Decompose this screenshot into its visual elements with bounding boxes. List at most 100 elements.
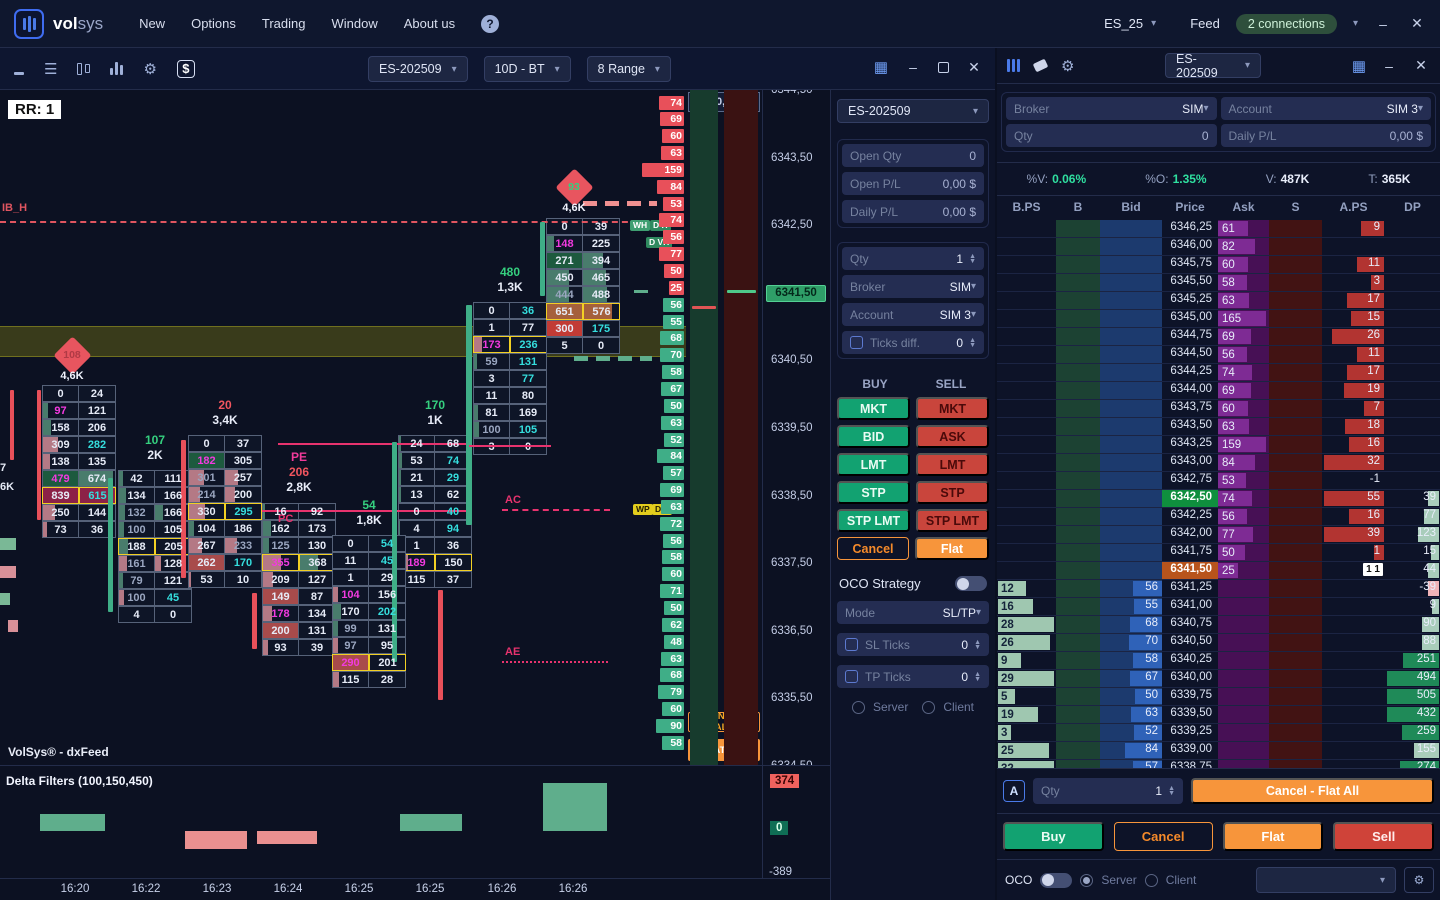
tp-ticks-stepper[interactable]: ▲ ▼	[974, 670, 981, 683]
bid-cell[interactable]	[1100, 274, 1162, 291]
sell-column-cell[interactable]	[1269, 634, 1322, 651]
list-icon[interactable]	[14, 62, 24, 75]
ask-cell[interactable]: 56	[1218, 508, 1269, 525]
dom-close-button[interactable]: ✕	[1415, 57, 1427, 73]
client-radio[interactable]	[922, 700, 936, 714]
sell-mkt-button[interactable]: MKT	[916, 397, 989, 420]
eraser-icon[interactable]	[1032, 58, 1049, 73]
sell-lmt-button[interactable]: LMT	[916, 453, 989, 476]
dom-account-dropdown[interactable]: Account SIM 3 ▾	[1220, 97, 1431, 120]
sell-column-cell[interactable]	[1269, 526, 1322, 543]
buy-column-cell[interactable]	[1056, 688, 1100, 705]
sell-stp-lmt-button[interactable]: STP LMT	[916, 509, 989, 532]
buy-column-cell[interactable]	[1056, 526, 1100, 543]
bid-cell[interactable]	[1100, 562, 1162, 579]
ask-cell[interactable]: 60	[1218, 400, 1269, 417]
bid-cell[interactable]	[1100, 238, 1162, 255]
sl-ticks-checkbox[interactable]	[845, 638, 858, 651]
ask-cell[interactable]	[1218, 598, 1269, 615]
bid-cell[interactable]: 70	[1100, 634, 1162, 651]
ask-cell[interactable]: 74	[1218, 490, 1269, 507]
sell-column-cell[interactable]	[1269, 436, 1322, 453]
ask-cell[interactable]: 159	[1218, 436, 1269, 453]
menu-lines-icon[interactable]: ☰	[44, 60, 58, 78]
ask-cell[interactable]: 82	[1218, 238, 1269, 255]
help-icon[interactable]: ?	[481, 14, 500, 33]
bar-chart-icon[interactable]	[110, 62, 124, 75]
ask-cell[interactable]: 58	[1218, 274, 1269, 291]
server-radio[interactable]	[1080, 873, 1094, 887]
qty-stepper[interactable]: ▲ ▼	[969, 252, 976, 265]
timeframe-dropdown[interactable]: 10D - BT ▾	[483, 56, 571, 82]
ask-cell[interactable]: 165	[1218, 310, 1269, 327]
ticks-diff-stepper[interactable]: ▲ ▼	[969, 336, 976, 349]
ticks-diff-checkbox[interactable]	[850, 336, 863, 349]
sell-column-cell[interactable]	[1269, 760, 1322, 768]
buy-column-cell[interactable]	[1056, 400, 1100, 417]
mode-dropdown[interactable]: Mode SL/TP ▾	[837, 601, 989, 624]
buy-mkt-button[interactable]: MKT	[837, 397, 910, 420]
bid-cell[interactable]: 67	[1100, 670, 1162, 687]
account-dropdown[interactable]: Account SIM 3 ▾	[842, 303, 984, 326]
chart-close-button[interactable]: ✕	[968, 58, 980, 75]
ask-cell[interactable]	[1218, 652, 1269, 669]
buy-column-cell[interactable]	[1056, 382, 1100, 399]
ask-cell[interactable]: 60	[1218, 256, 1269, 273]
menu-item-window[interactable]: Window	[331, 16, 378, 31]
bid-cell[interactable]: 58	[1100, 652, 1162, 669]
sell-column-cell[interactable]	[1269, 598, 1322, 615]
sell-column-cell[interactable]	[1269, 364, 1322, 381]
bid-cell[interactable]	[1100, 436, 1162, 453]
chart-canvas[interactable]: D: 0,00 $ CANCEL ALL FLAT ALL 6344,50634…	[0, 90, 830, 765]
buy-column-cell[interactable]	[1056, 292, 1100, 309]
buy-column-cell[interactable]	[1056, 346, 1100, 363]
sell-stp-button[interactable]: STP	[916, 481, 989, 504]
connections-badge[interactable]: 2 connections	[1235, 13, 1337, 34]
sell-column-cell[interactable]	[1269, 688, 1322, 705]
grid-icon[interactable]: ▦	[873, 59, 888, 76]
ask-cell[interactable]: 84	[1218, 454, 1269, 471]
buy-column-cell[interactable]	[1056, 220, 1100, 237]
sl-ticks-field[interactable]: SL Ticks 0 ▲ ▼	[837, 633, 989, 656]
sell-button[interactable]: Sell	[1333, 822, 1434, 851]
sell-column-cell[interactable]	[1269, 274, 1322, 291]
buy-stp-button[interactable]: STP	[837, 481, 910, 504]
buy-column-cell[interactable]	[1056, 472, 1100, 489]
oco-strategy-toggle[interactable]	[955, 576, 987, 591]
grid-icon[interactable]: ▦	[1351, 57, 1366, 75]
bid-cell[interactable]	[1100, 364, 1162, 381]
dom-ladder[interactable]: 6346,25 61 9 6346,00 82 6345,75 60 11 6345,50 58 3…	[997, 220, 1440, 768]
connections-chevron-icon[interactable]: ▾	[1352, 18, 1358, 29]
sell-column-cell[interactable]	[1269, 472, 1322, 489]
dollar-icon[interactable]: $	[176, 59, 195, 78]
menu-item-trading[interactable]: Trading	[261, 16, 306, 31]
ask-cell[interactable]	[1218, 616, 1269, 633]
ask-cell[interactable]: 53	[1218, 472, 1269, 489]
bid-cell[interactable]	[1100, 292, 1162, 309]
buy-button[interactable]: Buy	[1003, 822, 1104, 851]
bid-cell[interactable]	[1100, 382, 1162, 399]
bid-cell[interactable]	[1100, 220, 1162, 237]
sell-column-cell[interactable]	[1269, 238, 1322, 255]
bid-cell[interactable]	[1100, 400, 1162, 417]
sell-column-cell[interactable]	[1269, 454, 1322, 471]
bid-cell[interactable]	[1100, 472, 1162, 489]
buy-column-cell[interactable]	[1056, 328, 1100, 345]
sell-column-cell[interactable]	[1269, 562, 1322, 579]
buy-column-cell[interactable]	[1056, 454, 1100, 471]
gear-icon[interactable]: ⚙	[1061, 57, 1075, 75]
sell-column-cell[interactable]	[1269, 382, 1322, 399]
tp-ticks-field[interactable]: TP Ticks 0 ▲ ▼	[837, 665, 989, 688]
ask-cell[interactable]: 56	[1218, 346, 1269, 363]
ask-cell[interactable]: 74	[1218, 364, 1269, 381]
buy-column-cell[interactable]	[1056, 310, 1100, 327]
ticks-diff-field[interactable]: Ticks diff. 0 ▲ ▼	[842, 331, 984, 354]
dom-broker-dropdown[interactable]: Broker SIM ▾	[1006, 97, 1217, 120]
sell-column-cell[interactable]	[1269, 310, 1322, 327]
menu-item-about-us[interactable]: About us	[403, 16, 456, 31]
cancel-button[interactable]: Cancel	[1113, 822, 1213, 851]
instrument-dropdown[interactable]: ES_25 ▾	[1104, 16, 1156, 31]
sell-column-cell[interactable]	[1269, 652, 1322, 669]
buy-column-cell[interactable]	[1056, 706, 1100, 723]
ask-cell[interactable]: 63	[1218, 418, 1269, 435]
